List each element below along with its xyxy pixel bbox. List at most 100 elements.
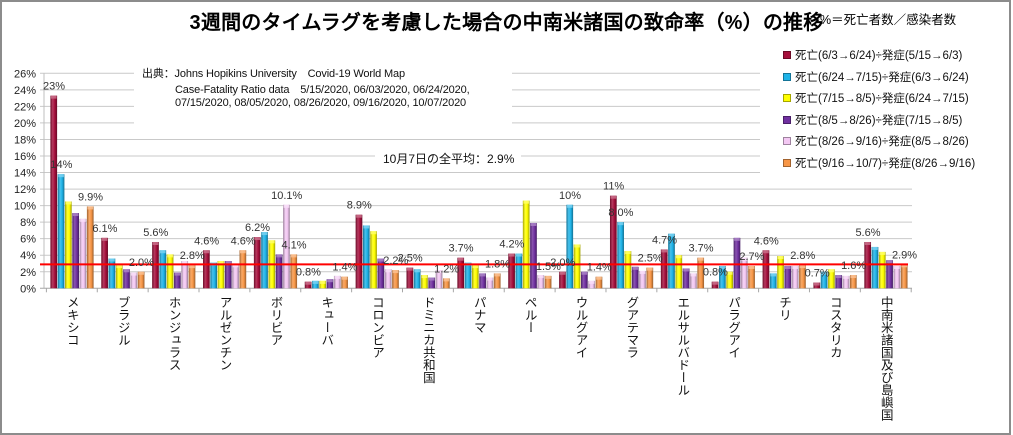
bar-top-cap — [894, 265, 900, 269]
legend-swatch — [783, 115, 791, 124]
bar-top-cap — [378, 258, 384, 262]
bar-top-cap — [632, 266, 639, 270]
bar-top-cap — [392, 270, 399, 274]
bar-top-cap — [610, 195, 617, 199]
data-label: 23% — [43, 81, 65, 93]
bar-top-cap — [530, 222, 537, 226]
bar — [362, 225, 370, 289]
bar-top-cap — [406, 267, 413, 271]
bar — [646, 267, 654, 289]
bar-top-cap — [428, 277, 435, 281]
legend-swatch — [783, 158, 791, 167]
bar-top-cap — [203, 250, 210, 254]
bar-top-cap — [167, 254, 173, 258]
legend-label: 死亡(8/5→8/26)÷発症(7/15→8/5) — [795, 114, 963, 127]
data-label: 2.8% — [790, 250, 815, 262]
bar — [668, 233, 675, 289]
bar-top-cap — [748, 265, 755, 269]
data-label: 6.2% — [245, 222, 270, 234]
average-label: 10月7日の全平均：2.9% — [383, 152, 515, 166]
data-label: 2.7% — [739, 251, 764, 263]
bar-top-cap — [457, 257, 464, 261]
source-annotation: 出典：Johns Hopikins University Covid-19 Wo… — [134, 62, 512, 128]
bar-top-cap — [283, 204, 290, 208]
data-label: 4.6% — [231, 235, 256, 247]
bar — [232, 264, 239, 289]
bar — [690, 273, 697, 289]
bar — [660, 249, 668, 289]
bar-top-cap — [537, 275, 544, 279]
bar — [377, 258, 385, 289]
bar-top-cap — [559, 271, 566, 275]
bar-top-cap — [443, 278, 450, 282]
data-label: 8.0% — [608, 207, 633, 219]
bar-top-cap — [65, 201, 72, 205]
source-line-3: 07/15/2020, 08/05/2020, 08/26/2020, 09/1… — [175, 97, 467, 109]
bar-top-cap — [87, 206, 94, 210]
bar — [115, 265, 123, 289]
bar-top-cap — [225, 261, 232, 265]
bar-top-cap — [334, 275, 341, 279]
data-label: 11% — [603, 181, 624, 193]
bar — [137, 271, 145, 289]
bar — [471, 265, 479, 289]
bar — [86, 206, 94, 289]
bar-top-cap — [697, 257, 704, 261]
data-label: 2.0% — [550, 257, 575, 269]
legend-swatch — [783, 94, 791, 102]
bar-top-cap — [850, 275, 857, 279]
data-label: 8.9% — [347, 200, 372, 212]
bar-top-cap — [821, 271, 827, 275]
bar — [849, 275, 857, 289]
legend-label: 死亡(7/15→8/5)÷発症(6/24→7/15) — [795, 93, 969, 105]
bar-top-cap — [763, 250, 769, 254]
bar — [224, 261, 232, 289]
bar — [442, 278, 450, 289]
bar-top-cap — [138, 271, 144, 275]
bar-top-cap — [726, 271, 733, 275]
source-line-2: Case-Fatality Ratio data 5/15/2020, 06/0… — [175, 84, 470, 96]
bar — [799, 265, 806, 289]
data-label: 10.1% — [271, 190, 302, 202]
data-label: 2.9% — [892, 249, 917, 261]
data-label: 2.2% — [383, 255, 408, 267]
bar-top-cap — [305, 281, 311, 285]
bar-top-cap — [58, 174, 64, 178]
y-tick-label: 10% — [14, 201, 36, 213]
data-label: 5.6% — [143, 227, 168, 239]
bar — [181, 261, 189, 289]
bar-top-cap — [181, 261, 188, 265]
bar-top-cap — [240, 250, 246, 254]
bar — [893, 265, 901, 289]
legend: 死亡(6/3→6/24)÷発症(5/15→6/3) 死亡(6/24→7/15)÷… — [760, 44, 1007, 180]
bar — [566, 204, 574, 289]
bar-top-cap — [566, 204, 573, 208]
data-label: 4.6% — [194, 235, 219, 247]
bar — [333, 275, 341, 289]
bar-top-cap — [268, 240, 275, 244]
bar-top-cap — [508, 253, 515, 257]
bar-top-cap — [784, 265, 791, 269]
bar — [733, 237, 741, 289]
bar — [50, 95, 58, 289]
bar — [57, 174, 65, 289]
legend-swatch — [783, 72, 791, 81]
bar-top-cap — [436, 270, 442, 274]
data-label: 2.5% — [398, 253, 423, 265]
bar — [748, 265, 755, 289]
bar — [675, 255, 683, 289]
legend-swatch — [783, 137, 791, 145]
bar-top-cap — [261, 232, 268, 236]
bar — [530, 222, 537, 289]
y-tick-label: 24% — [14, 85, 36, 97]
legend-item: 死亡(8/26→9/16)÷発症(8/5→8/26) — [783, 133, 969, 149]
bar — [486, 277, 494, 289]
bar — [130, 272, 138, 289]
bar-top-cap — [712, 281, 718, 285]
bar-top-cap — [276, 254, 282, 258]
bar — [188, 265, 196, 289]
bar-top-cap — [152, 241, 159, 245]
bar-top-cap — [646, 267, 653, 271]
bar-top-cap — [109, 258, 115, 262]
bar — [123, 269, 130, 289]
